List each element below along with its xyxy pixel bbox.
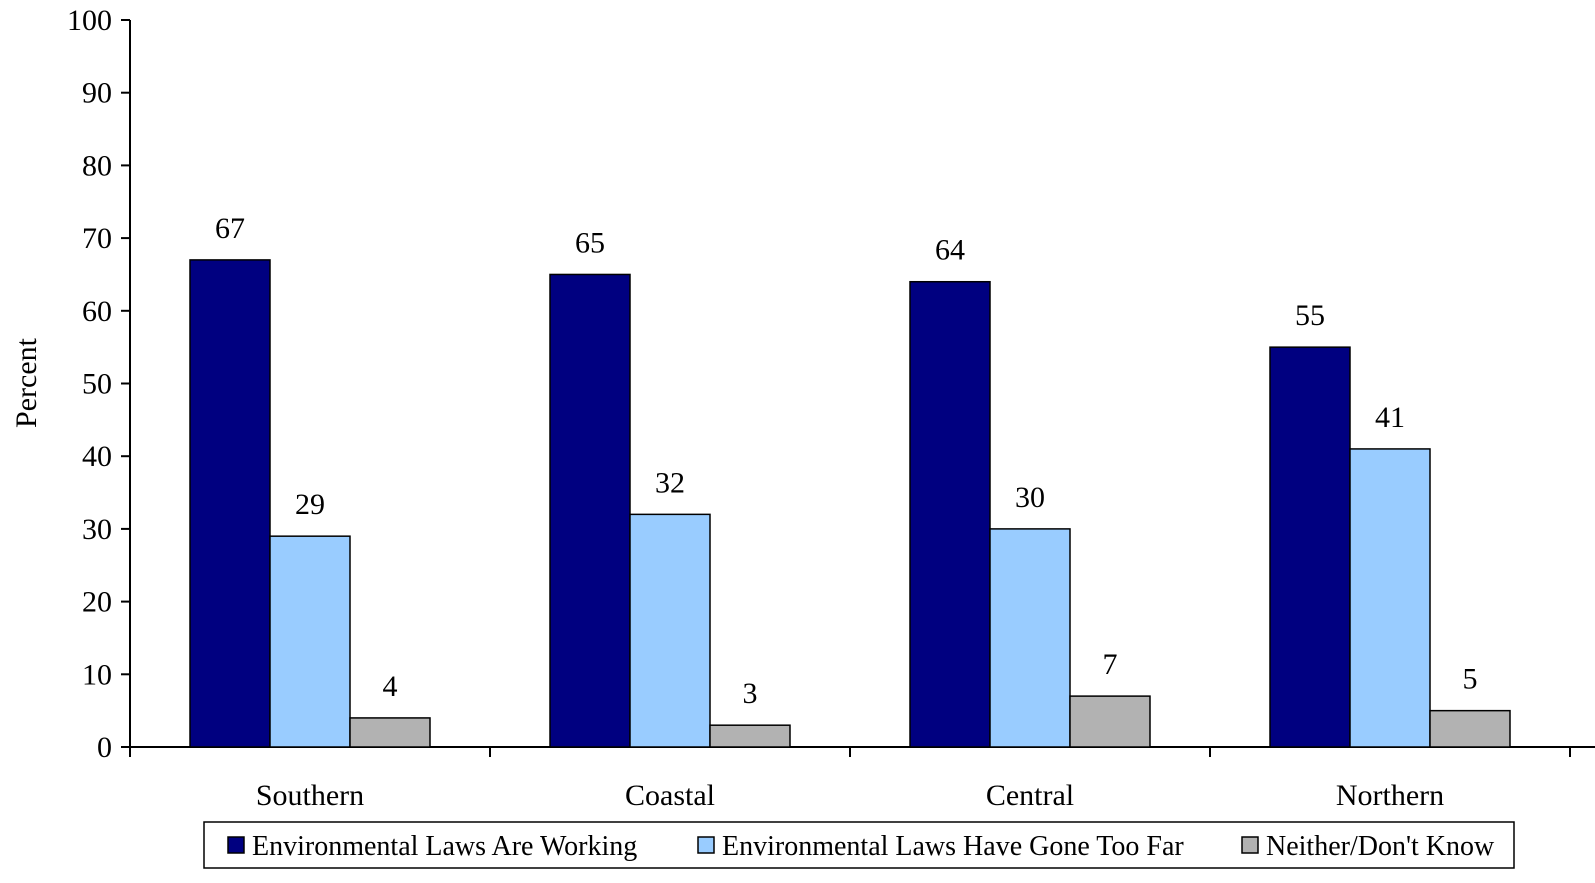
legend-swatch xyxy=(227,836,245,854)
legend-label: Environmental Laws Are Working xyxy=(252,831,637,862)
y-tick-label: 70 xyxy=(82,222,112,255)
y-tick-label: 0 xyxy=(97,731,112,764)
y-tick-label: 50 xyxy=(82,368,112,401)
bars xyxy=(189,259,1511,748)
data-label: 3 xyxy=(743,677,758,710)
y-tick-label: 10 xyxy=(82,658,112,691)
category-labels: Southern Coastal Central Northern xyxy=(256,779,1444,812)
bar-southern-series-2 xyxy=(269,535,351,748)
bar-northern-series-1 xyxy=(1269,346,1351,748)
legend-label: Environmental Laws Have Gone Too Far xyxy=(722,831,1184,862)
y-tick-label: 80 xyxy=(82,149,112,182)
data-label: 55 xyxy=(1295,299,1325,332)
bar-central-series-1 xyxy=(909,280,991,748)
y-tick-label: 60 xyxy=(82,295,112,328)
bar-southern-series-3 xyxy=(349,717,431,748)
y-axis: 0 10 20 30 40 50 60 70 80 90 100 xyxy=(67,4,131,764)
y-tick-label: 40 xyxy=(82,440,112,473)
legend-label: Neither/Don't Know xyxy=(1266,831,1495,862)
data-label: 32 xyxy=(655,466,685,499)
category-label: Central xyxy=(986,779,1074,812)
legend: Environmental Laws Are Working Environmen… xyxy=(203,821,1515,869)
data-label: 5 xyxy=(1463,663,1478,696)
legend-swatch xyxy=(697,836,715,854)
data-label: 64 xyxy=(935,234,965,267)
data-label: 30 xyxy=(1015,481,1045,514)
data-label: 7 xyxy=(1103,648,1118,681)
x-axis xyxy=(129,746,1595,757)
data-label: 29 xyxy=(295,488,325,521)
category-label: Northern xyxy=(1336,779,1444,812)
bar-coastal-series-3 xyxy=(709,724,791,748)
y-tick-label: 90 xyxy=(82,77,112,110)
bar-coastal-series-1 xyxy=(549,273,631,748)
bar-southern-series-1 xyxy=(189,259,271,748)
data-label: 4 xyxy=(383,670,398,703)
bar-coastal-series-2 xyxy=(629,513,711,748)
bar-northern-series-2 xyxy=(1349,448,1431,748)
y-tick-label: 30 xyxy=(82,513,112,546)
y-axis-title: Percent xyxy=(10,337,43,428)
legend-swatch xyxy=(1241,836,1259,854)
data-labels: 67 29 4 65 32 3 64 30 7 55 41 5 xyxy=(215,212,1478,710)
bar-central-series-3 xyxy=(1069,695,1151,748)
bar-central-series-2 xyxy=(989,528,1071,748)
category-label: Coastal xyxy=(625,779,715,812)
legend-box xyxy=(203,821,1515,869)
y-tick-label: 100 xyxy=(67,4,112,37)
category-label: Southern xyxy=(256,779,364,812)
data-label: 65 xyxy=(575,226,605,259)
bar-northern-series-3 xyxy=(1429,709,1511,748)
data-label: 41 xyxy=(1375,401,1405,434)
y-tick-label: 20 xyxy=(82,586,112,619)
data-label: 67 xyxy=(215,212,245,245)
